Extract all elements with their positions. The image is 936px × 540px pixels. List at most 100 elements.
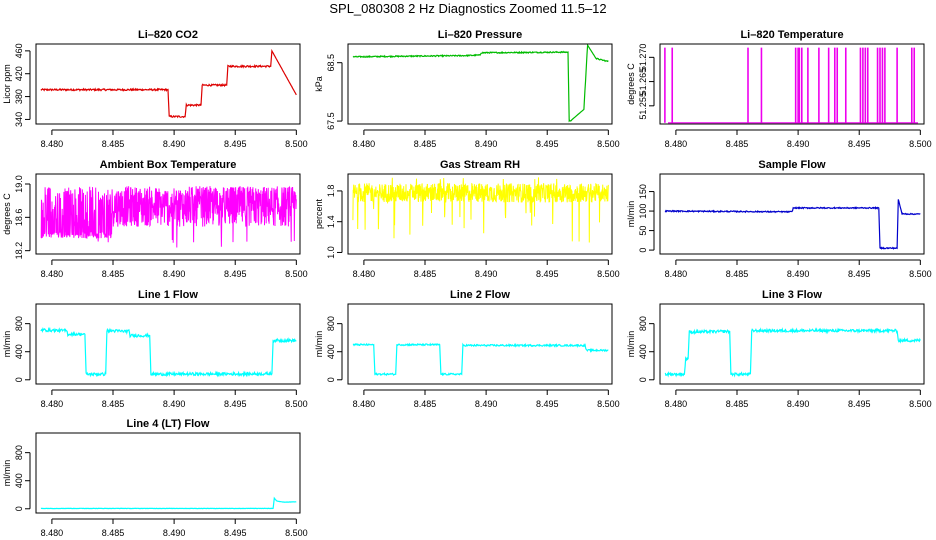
y-axis-label: kPa [314, 76, 324, 92]
x-tick-label: 8.480 [353, 269, 376, 279]
x-tick-label: 8.495 [536, 139, 559, 149]
y-axis-label: ml/min [626, 201, 636, 228]
series-line1 [40, 326, 297, 378]
y-tick-label: 400 [14, 344, 24, 359]
chart-title: Line 2 Flow [450, 289, 510, 301]
chart-co2: Li–820 CO2 Licor ppm 8.480 8.485 8.490 8.495 8… [2, 29, 308, 149]
chart-temperature: Li–820 Temperature degrees C 8.480 8.485 8.4… [626, 29, 932, 149]
plot-frame [35, 43, 301, 125]
x-tick-label: 8.490 [475, 399, 498, 409]
x-tick-label: 8.485 [414, 269, 437, 279]
chart-line1: Line 1 Flow ml/min 8.480 8.485 8.490 8.495 8.5… [2, 289, 308, 409]
y-tick-label: 340 [14, 112, 24, 127]
series-line2 [352, 342, 609, 377]
plot-frame [35, 303, 301, 385]
y-tick-label: 0 [638, 248, 648, 253]
series-line [40, 496, 297, 510]
x-tick-label: 8.495 [224, 139, 247, 149]
series-line [664, 199, 921, 250]
y-tick-label: 400 [326, 344, 336, 359]
chart-title: Li–820 CO2 [138, 29, 198, 41]
plot-frame [347, 303, 613, 385]
y-axis-label: ml/min [314, 331, 324, 358]
y-tick-label: 460 [14, 43, 24, 58]
x-tick-label: 8.495 [848, 139, 871, 149]
y-tick-label: 400 [638, 344, 648, 359]
y-tick-label: 1.8 [326, 185, 336, 198]
x-tick-label: 8.500 [285, 139, 308, 149]
chart-title: Li–820 Temperature [740, 29, 843, 41]
x-tick-label: 8.495 [224, 269, 247, 279]
y-tick-label: 380 [14, 89, 24, 104]
series-line [40, 48, 297, 119]
y-axis-label: percent [314, 198, 324, 229]
y-axis-label: ml/min [626, 331, 636, 358]
y-tick-label: 1.0 [326, 246, 336, 259]
series-line [352, 44, 609, 123]
chart-rh: Gas Stream RH percent 8.480 8.485 8.490 8.495… [314, 159, 620, 279]
x-tick-label: 8.490 [787, 139, 810, 149]
x-tick-label: 8.480 [665, 399, 688, 409]
x-tick-label: 8.490 [163, 399, 186, 409]
series-temperature [664, 47, 918, 124]
y-tick-label: 0 [14, 506, 24, 511]
y-tick-label: 800 [326, 316, 336, 331]
chart-title: Line 3 Flow [762, 289, 822, 301]
figure-title: SPL_080308 2 Hz Diagnostics Zoomed 11.5–… [329, 1, 607, 16]
y-axis-label: degrees C [2, 193, 12, 235]
x-tick-label: 8.500 [597, 139, 620, 149]
x-tick-label: 8.480 [41, 269, 64, 279]
noisy-series-line [40, 185, 297, 248]
noisy-series-line [352, 177, 609, 243]
x-tick-label: 8.480 [665, 269, 688, 279]
chart-title: Line 4 (LT) Flow [127, 418, 210, 430]
y-tick-label: 800 [14, 316, 24, 331]
chart-title: Gas Stream RH [440, 159, 520, 171]
chart-title: Ambient Box Temperature [100, 159, 237, 171]
y-tick-label: 51.270 [638, 44, 648, 72]
plot-frame [347, 173, 613, 255]
y-tick-label: 19.0 [14, 175, 24, 193]
chart-title: Line 1 Flow [138, 289, 198, 301]
series-line [40, 326, 297, 378]
x-tick-label: 8.480 [41, 139, 64, 149]
x-tick-label: 8.485 [414, 399, 437, 409]
x-tick-label: 8.485 [414, 139, 437, 149]
chart-title: Sample Flow [758, 159, 826, 171]
x-tick-label: 8.490 [787, 399, 810, 409]
y-tick-label: 67.5 [326, 112, 336, 130]
y-axis-label: ml/min [2, 331, 12, 358]
series-co2 [40, 48, 297, 119]
y-tick-label: 1.4 [326, 215, 336, 228]
y-tick-label: 150 [638, 184, 648, 199]
x-tick-label: 8.490 [163, 139, 186, 149]
series-pressure [352, 44, 609, 123]
series-line3 [664, 327, 921, 378]
x-tick-label: 8.500 [909, 139, 932, 149]
series-line [664, 327, 921, 378]
chart-sampleflow: Sample Flow ml/min 8.480 8.485 8.490 8.495 8.5… [626, 159, 932, 279]
x-tick-label: 8.490 [475, 139, 498, 149]
y-tick-label: 51.255 [638, 92, 648, 120]
y-tick-label: 68.5 [326, 54, 336, 72]
plot-frame [659, 43, 925, 125]
x-tick-label: 8.480 [41, 399, 64, 409]
plot-frame [35, 432, 301, 514]
x-tick-label: 8.500 [597, 399, 620, 409]
y-tick-label: 51.265 [638, 68, 648, 96]
x-tick-label: 8.480 [353, 139, 376, 149]
x-tick-label: 8.485 [102, 528, 125, 538]
x-tick-label: 8.500 [909, 399, 932, 409]
x-tick-label: 8.500 [285, 399, 308, 409]
x-tick-label: 8.495 [848, 399, 871, 409]
series-line [352, 342, 609, 377]
y-tick-label: 0 [638, 377, 648, 382]
x-tick-label: 8.500 [285, 528, 308, 538]
x-tick-label: 8.500 [597, 269, 620, 279]
y-axis-label: Licor ppm [2, 64, 12, 104]
x-tick-label: 8.500 [285, 269, 308, 279]
x-tick-label: 8.480 [665, 139, 688, 149]
chart-pressure: Li–820 Pressure kPa 8.480 8.485 8.490 8.495 8.… [314, 29, 620, 149]
x-tick-label: 8.490 [475, 269, 498, 279]
